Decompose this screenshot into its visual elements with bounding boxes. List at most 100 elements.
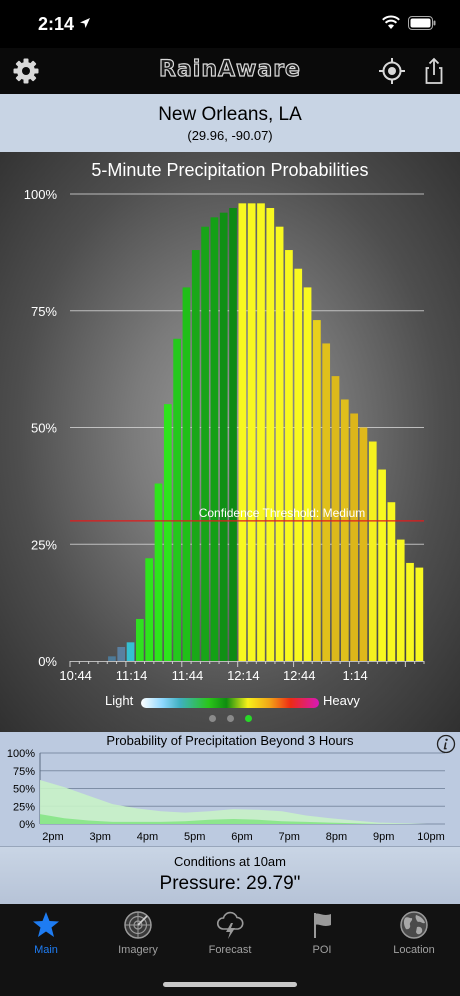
bar [163,404,172,661]
y-tick-label: 100% [7,748,35,760]
storm-cloud-icon [216,911,244,939]
y-tick-label: 75% [31,304,57,319]
bar [285,250,293,661]
x-tick-label: 11:14 [116,668,148,683]
bar [257,203,265,661]
crosshair-location-icon[interactable] [378,57,406,85]
bar [368,441,377,661]
home-indicator [163,982,297,987]
legend-heavy-label: Heavy [323,693,360,708]
gear-icon[interactable] [12,57,40,85]
x-tick-label: 12:14 [227,668,260,683]
precipitation-chart-panel[interactable]: 0% 25% 50% 75% 100% 10:44 11:14 11:44 12:14 12:44… [0,152,460,732]
info-icon[interactable] [436,734,456,754]
x-tick-label: 4pm [137,831,158,843]
wifi-icon [382,15,400,29]
x-tick-label: 11:44 [172,668,204,683]
area-series-2 [40,814,427,824]
bar [201,226,209,661]
bar [247,203,256,661]
page-indicator[interactable] [0,715,460,722]
page-dot-3[interactable] [244,715,252,722]
x-tick-label: 3pm [90,831,111,843]
bar [145,558,154,661]
bar [266,208,275,661]
conditions-value: Pressure: 29.79" [159,873,301,894]
y-tick-label: 50% [13,784,35,796]
bar [294,268,303,661]
x-tick-label: 2pm [42,831,63,843]
extended-probability-panel: 0% 25% 50% 75% 100% 2pm 3pm 4pm 5pm 6pm 7pm 8pm 9pm 1… [0,732,460,846]
globe-icon [400,911,428,939]
share-icon[interactable] [420,57,448,85]
tab-label: POI [312,944,332,956]
y-tick-label: 75% [13,766,35,778]
bar [322,343,331,661]
intensity-legend: Light Heavy [0,693,460,713]
bar [229,208,237,661]
location-coordinates: (29.96, -90.07) [187,128,273,143]
precipitation-probability-chart: 0% 25% 50% 75% 100% 10:44 11:14 11:44 12:14 12:44… [24,187,425,683]
y-tick-label: 25% [31,537,57,552]
status-time: 2:14 [38,14,75,34]
bar [136,618,144,661]
bar [313,320,321,661]
x-tick-label: 5pm [184,831,205,843]
confidence-threshold-label: Confidence Threshold: Medium [199,506,366,520]
x-tick-label: 10pm [417,831,445,843]
x-tick-label: 1:14 [342,668,367,683]
bar [219,212,228,661]
bar [387,502,396,661]
flag-icon [314,913,331,938]
location-name: New Orleans, LA [158,104,302,125]
tab-label: Main [34,944,58,956]
tab-label: Location [393,944,435,956]
bar [117,646,126,661]
bar [154,483,163,661]
tab-forecast[interactable]: Forecast [184,910,276,970]
bar [303,287,312,661]
bar [126,642,135,661]
x-tick-label: 10:44 [59,668,92,683]
x-tick-label: 9pm [373,831,394,843]
bar [396,539,405,661]
extended-probability-chart: 0% 25% 50% 75% 100% 2pm 3pm 4pm 5pm 6pm 7pm 8pm 9pm 1… [7,748,445,843]
extended-chart-title: Probability of Precipitation Beyond 3 Ho… [106,733,354,748]
bar [275,226,284,661]
bar [182,287,191,661]
bar [359,427,368,661]
conditions-panel[interactable]: Conditions at 10am Pressure: 29.79" [0,846,460,904]
bar [238,203,247,661]
x-tick-label: 6pm [231,831,252,843]
tab-label: Imagery [118,944,158,956]
x-tick-label: 8pm [326,831,347,843]
bar [108,656,116,661]
app-logo: RainAware [158,56,301,82]
bar [191,250,200,661]
page-dot-2[interactable] [226,715,234,722]
star-icon [33,912,59,937]
page-dot-1[interactable] [208,715,216,722]
bar [378,469,386,661]
app-header: RainAware [0,48,460,94]
tab-imagery[interactable]: Imagery [92,910,184,970]
y-tick-label: 25% [13,801,35,813]
tab-main[interactable]: Main [0,910,92,970]
location-panel[interactable]: New Orleans, LA (29.96, -90.07) [0,94,460,152]
legend-light-label: Light [105,693,134,708]
conditions-label: Conditions at 10am [173,854,286,869]
x-tick-label: 7pm [279,831,300,843]
bar [415,567,424,661]
y-tick-label: 100% [24,187,58,202]
tab-location[interactable]: Location [368,910,460,970]
chart-title: 5-Minute Precipitation Probabilities [91,160,369,180]
x-tick-label: 12:44 [283,668,316,683]
area-series-1 [40,780,427,824]
y-tick-label: 0% [38,654,57,669]
tab-poi[interactable]: POI [276,910,368,970]
location-arrow-icon [80,18,90,28]
bar [340,399,349,661]
bar [331,376,340,661]
bar [406,562,414,661]
tab-label: Forecast [208,944,252,956]
